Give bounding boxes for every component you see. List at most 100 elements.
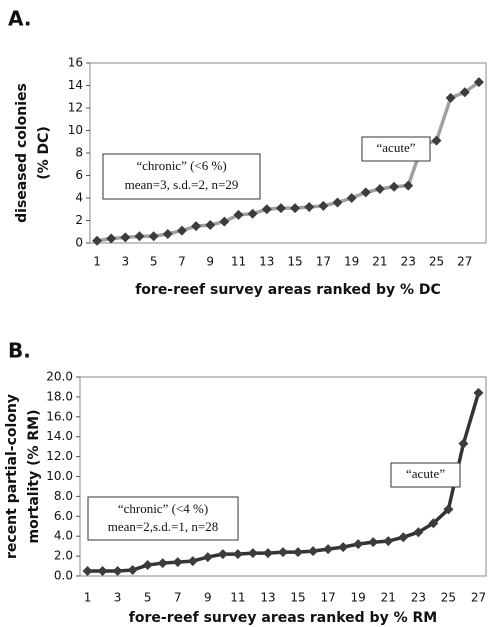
data-marker — [368, 537, 379, 548]
x-tick-label: 15 — [290, 591, 305, 605]
data-marker — [106, 233, 117, 244]
x-axis-label: fore-reef survey areas ranked by % RM — [129, 610, 437, 626]
x-tick-label: 23 — [411, 591, 426, 605]
y-tick-label: 0.0 — [54, 569, 73, 583]
data-marker — [318, 200, 329, 211]
x-tick-label: 7 — [174, 591, 182, 605]
panel-title: B. — [8, 339, 31, 363]
data-marker — [191, 221, 202, 232]
data-marker — [459, 87, 470, 98]
y-tick-label: 0 — [75, 236, 83, 250]
x-tick-label: 15 — [287, 255, 302, 269]
y-tick-label: 10.0 — [46, 469, 73, 483]
data-marker — [323, 544, 334, 555]
data-marker — [304, 202, 315, 212]
y-tick-label: 12 — [68, 101, 83, 115]
y-tick-label: 20.0 — [46, 370, 73, 384]
data-marker — [247, 208, 258, 219]
data-marker — [473, 387, 484, 398]
annotation-box — [87, 496, 239, 541]
y-tick-label: 18.0 — [46, 389, 73, 403]
y-axis-label: (% DC) — [36, 126, 52, 180]
y-tick-label: 14.0 — [46, 429, 73, 443]
x-tick-label: 17 — [316, 255, 331, 269]
x-tick-label: 5 — [144, 591, 152, 605]
y-tick-label: 12.0 — [46, 449, 73, 463]
data-marker — [458, 438, 469, 449]
data-marker — [473, 77, 484, 88]
x-tick-label: 21 — [372, 255, 387, 269]
data-marker — [217, 549, 228, 560]
data-marker — [398, 532, 409, 543]
data-marker — [162, 229, 173, 239]
data-marker — [360, 187, 371, 198]
y-tick-label: 2.0 — [54, 549, 73, 563]
data-marker — [202, 552, 213, 563]
data-marker — [172, 557, 183, 568]
annotation-box — [361, 136, 431, 162]
x-tick-label: 1 — [93, 255, 101, 269]
x-tick-label: 17 — [320, 591, 335, 605]
x-tick-label: 25 — [441, 591, 456, 605]
data-marker — [445, 92, 456, 103]
x-tick-label: 11 — [231, 255, 246, 269]
data-marker — [112, 566, 123, 577]
data-marker — [205, 220, 216, 230]
data-marker — [308, 546, 319, 557]
y-tick-label: 6.0 — [54, 509, 73, 523]
x-tick-label: 27 — [471, 591, 486, 605]
annotation-box — [102, 153, 261, 200]
data-marker — [157, 558, 168, 569]
data-marker — [176, 225, 187, 236]
data-marker — [443, 504, 454, 515]
annotation: “acute” — [377, 140, 416, 155]
data-marker — [262, 548, 273, 559]
y-tick-label: 14 — [68, 78, 83, 92]
data-marker — [187, 556, 198, 567]
data-marker — [120, 232, 131, 243]
panel-title: A. — [8, 7, 31, 31]
data-marker — [428, 518, 439, 529]
annotation-box — [390, 462, 461, 488]
y-tick-label: 10 — [68, 123, 83, 137]
data-marker — [389, 181, 400, 192]
x-tick-label: 9 — [204, 591, 212, 605]
y-tick-label: 16.0 — [46, 409, 73, 423]
x-tick-label: 27 — [457, 255, 472, 269]
x-tick-label: 13 — [259, 255, 274, 269]
data-marker — [148, 231, 159, 242]
data-marker — [383, 536, 394, 547]
x-axis-label: fore-reef survey areas ranked by % DC — [135, 282, 441, 298]
data-marker — [219, 216, 230, 227]
data-marker — [293, 547, 304, 558]
y-tick-label: 6 — [75, 168, 83, 182]
data-marker — [353, 539, 364, 550]
y-tick-label: 2 — [75, 213, 83, 227]
x-tick-label: 11 — [230, 591, 245, 605]
x-tick-label: 5 — [150, 255, 158, 269]
data-marker — [332, 197, 343, 208]
data-marker — [346, 193, 357, 203]
x-tick-label: 21 — [381, 591, 396, 605]
x-tick-label: 9 — [206, 255, 214, 269]
y-axis-label: diseased colonies — [14, 83, 30, 223]
x-tick-label: 1 — [84, 591, 92, 605]
y-axis-label: recent partial-colony — [4, 394, 20, 559]
data-marker — [97, 566, 108, 577]
annotation: “acute” — [406, 466, 445, 481]
annotation: mean=2,s.d.=1, n=28 — [108, 519, 218, 534]
data-marker — [82, 566, 93, 577]
x-tick-label: 25 — [429, 255, 444, 269]
y-tick-label: 8.0 — [54, 489, 73, 503]
y-tick-label: 8 — [75, 146, 83, 160]
annotation: “chronic” (<4 %) — [118, 501, 208, 516]
x-tick-label: 3 — [114, 591, 122, 605]
data-marker — [142, 560, 153, 571]
data-marker — [431, 135, 442, 146]
data-marker — [290, 203, 301, 214]
data-marker — [275, 203, 286, 214]
data-marker — [338, 542, 349, 553]
y-axis-label: mortality (% RM) — [26, 410, 42, 544]
x-tick-label: 19 — [351, 591, 366, 605]
data-marker — [134, 231, 145, 242]
